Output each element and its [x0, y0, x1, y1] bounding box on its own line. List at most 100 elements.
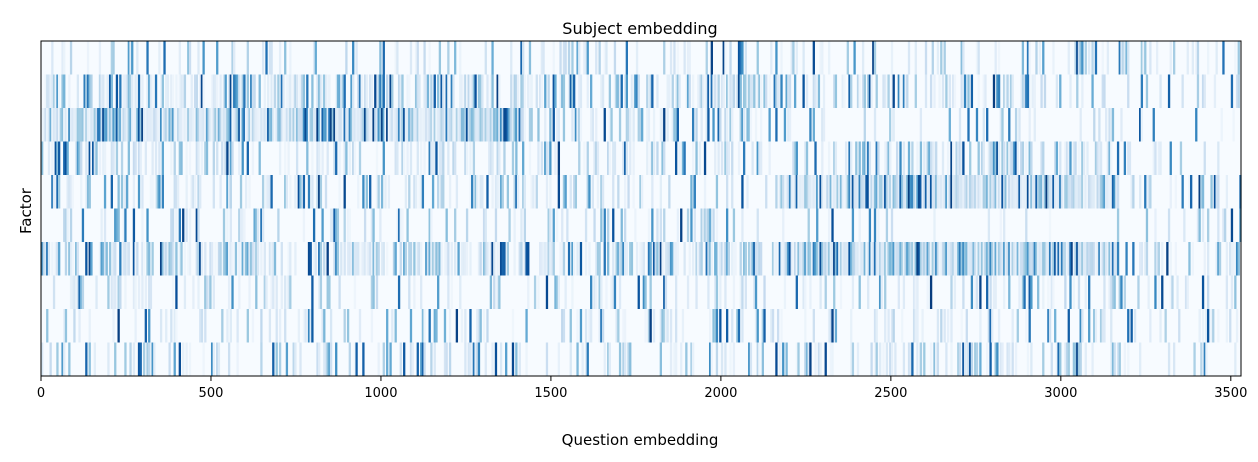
heatmap-cell [229, 309, 232, 343]
heatmap-cell [489, 108, 493, 142]
heatmap-cell [945, 242, 948, 276]
heatmap-cell [1105, 108, 1108, 142]
heatmap-cell [979, 175, 982, 209]
heatmap-cell [277, 108, 280, 142]
heatmap-cell [557, 175, 561, 209]
heatmap-cell [850, 242, 853, 276]
heatmap-cell [926, 175, 929, 209]
heatmap-cell [1179, 141, 1183, 175]
heatmap-cell [754, 309, 758, 343]
heatmap-cell [724, 141, 727, 175]
heatmap-cell [775, 342, 778, 376]
heatmap-cell [817, 242, 821, 276]
heatmap-cell [438, 41, 442, 75]
heatmap-cell [878, 175, 882, 209]
heatmap-cell [408, 275, 411, 309]
heatmap-cell [261, 175, 265, 209]
heatmap-cell [488, 108, 491, 142]
heatmap-cell [882, 175, 885, 209]
heatmap-cell [1018, 108, 1021, 142]
heatmap-cell [353, 141, 357, 175]
heatmap-cell [1101, 309, 1104, 343]
heatmap-cell [476, 175, 479, 209]
heatmap-cell [166, 74, 170, 108]
heatmap-cell [428, 41, 431, 75]
heatmap-cell [489, 141, 493, 175]
heatmap-cell [887, 74, 890, 108]
heatmap-cell [557, 342, 561, 376]
heatmap-cell [85, 108, 88, 142]
heatmap-cell [227, 175, 231, 209]
heatmap-cell [498, 108, 501, 142]
heatmap-cell [858, 242, 861, 276]
heatmap-cell [450, 74, 453, 108]
heatmap-cell [753, 242, 756, 276]
heatmap-cell [420, 275, 423, 309]
heatmap-cell [222, 74, 226, 108]
heatmap-cell [912, 309, 916, 343]
heatmap-cell [707, 208, 710, 242]
heatmap-cell [442, 74, 445, 108]
heatmap-cell [115, 208, 119, 242]
heatmap-cell [297, 175, 300, 209]
heatmap-cell [134, 275, 137, 309]
heatmap-cell [584, 242, 588, 276]
heatmap-cell [751, 141, 754, 175]
heatmap-cell [1147, 175, 1150, 209]
heatmap-cell [268, 175, 272, 209]
heatmap-cell [703, 208, 707, 242]
heatmap-cell [469, 309, 472, 343]
heatmap-cell [450, 108, 453, 142]
heatmap-cell [865, 175, 868, 209]
heatmap-cell [156, 175, 159, 209]
heatmap-cell [175, 309, 178, 343]
heatmap-cell [88, 242, 91, 276]
heatmap-cell [499, 108, 503, 142]
heatmap-cell [158, 108, 161, 142]
heatmap-cell [494, 342, 498, 376]
heatmap-cell [974, 275, 977, 309]
heatmap-cell [783, 108, 787, 142]
heatmap-cell [491, 342, 494, 376]
heatmap-cell [112, 309, 115, 343]
heatmap-cell [958, 108, 962, 142]
heatmap-cell [931, 41, 934, 75]
heatmap-cell [238, 208, 241, 242]
heatmap-cell [544, 141, 547, 175]
heatmap-cell [821, 175, 824, 209]
heatmap-cell [933, 208, 936, 242]
heatmap-cell [980, 141, 984, 175]
heatmap-cell [146, 342, 149, 376]
heatmap-cell [63, 141, 66, 175]
heatmap-cell [394, 309, 397, 343]
heatmap-cell [489, 242, 493, 276]
heatmap-cell [969, 242, 972, 276]
heatmap-cell [561, 208, 564, 242]
heatmap-cell [114, 208, 117, 242]
heatmap-cell [1159, 309, 1162, 343]
heatmap-cell [1052, 41, 1055, 75]
heatmap-cell [1207, 208, 1210, 242]
heatmap-cell [210, 342, 214, 376]
heatmap-cell [844, 141, 848, 175]
heatmap-cell [467, 342, 470, 376]
heatmap-cell [115, 74, 119, 108]
heatmap-cell [73, 108, 76, 142]
heatmap-cell [1040, 242, 1043, 276]
heatmap-cell [406, 208, 409, 242]
heatmap-cell [1008, 342, 1011, 376]
heatmap-cell [178, 242, 181, 276]
heatmap-cell [290, 108, 294, 142]
heatmap-cell [119, 108, 122, 142]
heatmap-cell [1193, 342, 1196, 376]
heatmap-cell [428, 208, 431, 242]
heatmap-cell [607, 141, 610, 175]
heatmap-cell [260, 242, 263, 276]
heatmap-cell [746, 175, 749, 209]
heatmap-cell [559, 242, 562, 276]
heatmap-cell [742, 141, 746, 175]
heatmap-cell [435, 108, 438, 142]
heatmap-cell [1026, 242, 1030, 276]
heatmap-cell [1094, 41, 1098, 75]
heatmap-cell [358, 141, 362, 175]
